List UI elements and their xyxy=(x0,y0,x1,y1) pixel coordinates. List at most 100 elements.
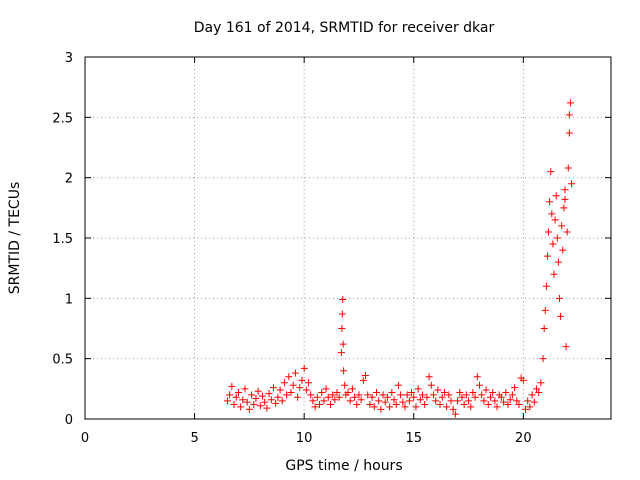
data-point xyxy=(309,397,317,405)
data-point xyxy=(405,397,413,405)
data-point xyxy=(366,401,374,409)
y-tick-label: 1.5 xyxy=(52,232,73,247)
data-point xyxy=(554,258,562,266)
data-point xyxy=(482,386,490,394)
data-point xyxy=(561,186,569,194)
x-tick-label: 15 xyxy=(405,431,422,446)
data-point xyxy=(394,381,402,389)
data-point xyxy=(265,390,273,398)
data-point xyxy=(245,405,253,413)
data-point xyxy=(298,376,306,384)
data-point xyxy=(473,373,481,381)
y-tick-label: 2 xyxy=(65,172,73,187)
data-point xyxy=(392,401,400,409)
data-point xyxy=(504,401,512,409)
data-point xyxy=(329,391,337,399)
data-point xyxy=(340,367,348,375)
data-point xyxy=(552,192,560,200)
data-point xyxy=(454,397,462,405)
data-point xyxy=(287,388,295,396)
data-point xyxy=(408,388,416,396)
data-point xyxy=(368,393,376,401)
data-point xyxy=(419,391,427,399)
tick-labels: 0 5 10 15 20 0 0.5 1 1.5 2 2.5 3 xyxy=(52,51,531,446)
data-point xyxy=(432,397,440,405)
data-point xyxy=(324,393,332,401)
data-point xyxy=(250,401,258,409)
data-point xyxy=(372,388,380,396)
data-point xyxy=(535,388,543,396)
y-tick-label: 1 xyxy=(65,292,73,307)
data-point xyxy=(532,385,540,393)
data-point xyxy=(313,393,321,401)
data-point xyxy=(550,270,558,278)
data-point xyxy=(289,381,297,389)
data-point xyxy=(465,397,473,405)
data-point xyxy=(471,393,479,401)
data-point xyxy=(339,296,347,304)
data-point xyxy=(427,381,435,389)
data-point xyxy=(248,391,256,399)
data-point xyxy=(543,252,551,260)
data-point xyxy=(326,401,334,409)
data-point xyxy=(451,410,459,418)
data-point xyxy=(440,388,448,396)
data-point xyxy=(399,398,407,406)
y-tick-label: 0 xyxy=(65,413,73,428)
data-point xyxy=(276,386,284,394)
data-point xyxy=(320,397,328,405)
data-point xyxy=(502,388,510,396)
data-point xyxy=(357,396,365,404)
data-point xyxy=(493,403,501,411)
data-point xyxy=(307,391,315,399)
x-axis-title: GPS time / hours xyxy=(285,458,402,474)
data-point xyxy=(403,391,411,399)
data-point xyxy=(333,388,341,396)
data-point xyxy=(410,393,418,401)
y-tick-label: 3 xyxy=(65,51,73,66)
y-axis-title: SRMTID / TECUs xyxy=(7,182,23,295)
data-point xyxy=(562,343,570,351)
data-point xyxy=(416,396,424,404)
data-point xyxy=(547,168,555,176)
data-point xyxy=(553,234,561,242)
data-point xyxy=(555,294,563,302)
data-point xyxy=(519,376,527,384)
data-point xyxy=(351,393,359,401)
data-point xyxy=(377,405,385,413)
data-point xyxy=(447,397,455,405)
data-point xyxy=(338,325,346,332)
data-point xyxy=(456,388,464,396)
data-point xyxy=(318,388,326,396)
data-point xyxy=(557,312,565,320)
data-point xyxy=(429,391,437,399)
data-point xyxy=(565,129,573,137)
data-point xyxy=(548,210,556,218)
data-point xyxy=(337,349,345,357)
data-point xyxy=(338,310,346,318)
data-point xyxy=(489,388,497,396)
data-point xyxy=(546,198,554,206)
data-point xyxy=(223,397,231,405)
data-point xyxy=(335,393,343,401)
x-tick-label: 0 xyxy=(81,431,89,446)
data-point xyxy=(467,403,475,411)
data-point xyxy=(486,393,494,401)
data-point xyxy=(322,385,330,393)
data-point xyxy=(355,391,363,399)
data-point xyxy=(541,306,549,314)
data-point xyxy=(539,355,547,363)
data-point xyxy=(379,391,387,399)
data-point xyxy=(388,388,396,396)
data-point xyxy=(478,391,486,399)
data-point xyxy=(540,325,548,332)
data-point xyxy=(414,385,422,393)
data-point xyxy=(511,384,519,392)
data-point xyxy=(296,384,304,392)
data-point xyxy=(381,398,389,406)
data-point xyxy=(390,396,398,404)
data-point xyxy=(348,385,356,393)
data-point xyxy=(566,99,574,107)
